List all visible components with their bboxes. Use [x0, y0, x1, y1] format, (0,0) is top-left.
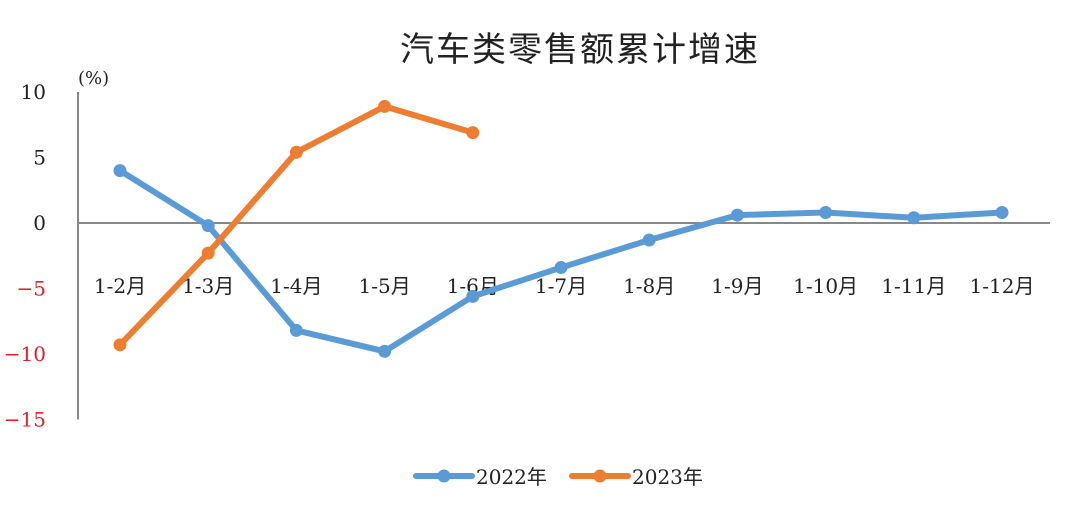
y-tick-label: −5	[17, 277, 46, 301]
legend-label: 2023年	[632, 465, 703, 489]
x-category-label: 1-9月	[711, 274, 763, 298]
x-category-label: 1-10月	[793, 274, 858, 298]
y-tick-label: 0	[33, 211, 46, 235]
data-point-marker	[378, 344, 392, 358]
legend-item-2022年: 2022年	[413, 465, 547, 489]
data-point-marker	[466, 126, 480, 140]
legend-marker-icon	[437, 469, 451, 483]
x-category-label: 1-12月	[970, 274, 1035, 298]
data-point-marker	[554, 261, 568, 275]
data-point-marker	[642, 233, 656, 247]
data-point-marker	[113, 338, 127, 352]
data-point-marker	[378, 99, 392, 113]
x-category-label: 1-5月	[358, 274, 410, 298]
y-tick-label: 10	[21, 80, 46, 104]
data-point-marker	[289, 145, 303, 159]
x-category-label: 1-11月	[881, 274, 946, 298]
y-tick-label: −10	[4, 342, 46, 366]
data-point-marker	[289, 323, 303, 337]
data-point-marker	[907, 211, 921, 225]
chart-title: 汽车类零售额累计增速	[400, 30, 760, 70]
x-category-label: 1-3月	[182, 274, 234, 298]
data-point-marker	[201, 246, 215, 260]
series-2022年	[113, 164, 1009, 358]
legend-marker-icon	[593, 469, 607, 483]
legend-item-2023年: 2023年	[569, 465, 703, 489]
series-line	[117, 167, 1005, 355]
data-point-marker	[201, 219, 215, 233]
data-point-marker	[730, 208, 744, 222]
data-point-marker	[995, 206, 1009, 220]
legend-label: 2022年	[476, 465, 547, 489]
data-point-marker	[466, 289, 480, 303]
y-tick-label: −15	[4, 408, 46, 432]
data-point-marker	[819, 206, 833, 220]
y-axis-unit: (%)	[78, 68, 109, 89]
y-tick-label: 5	[33, 146, 46, 170]
series-line	[117, 103, 476, 348]
series-2023年	[113, 99, 480, 352]
x-category-label: 1-2月	[94, 274, 146, 298]
data-point-marker	[113, 164, 127, 178]
x-category-label: 1-7月	[535, 274, 587, 298]
x-category-label: 1-8月	[623, 274, 675, 298]
x-category-label: 1-4月	[270, 274, 322, 298]
